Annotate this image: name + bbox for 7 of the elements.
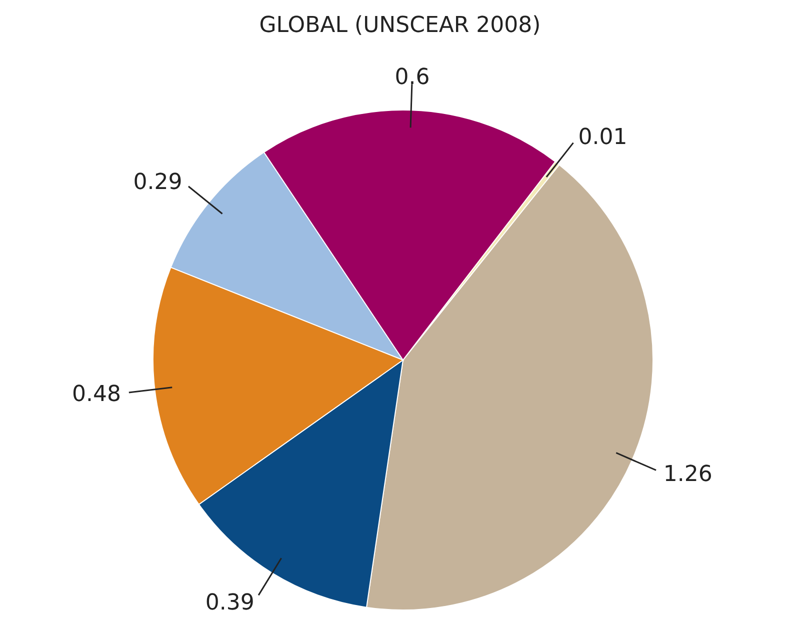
data-label: 0.39 [205, 590, 254, 616]
chart-title: GLOBAL (UNSCEAR 2008) [259, 13, 541, 38]
data-label: 1.26 [663, 462, 712, 488]
data-label: 0.29 [133, 170, 182, 196]
data-label: 0.01 [578, 125, 628, 150]
data-label: 0.6 [394, 64, 430, 90]
data-label: 0.48 [72, 382, 121, 408]
